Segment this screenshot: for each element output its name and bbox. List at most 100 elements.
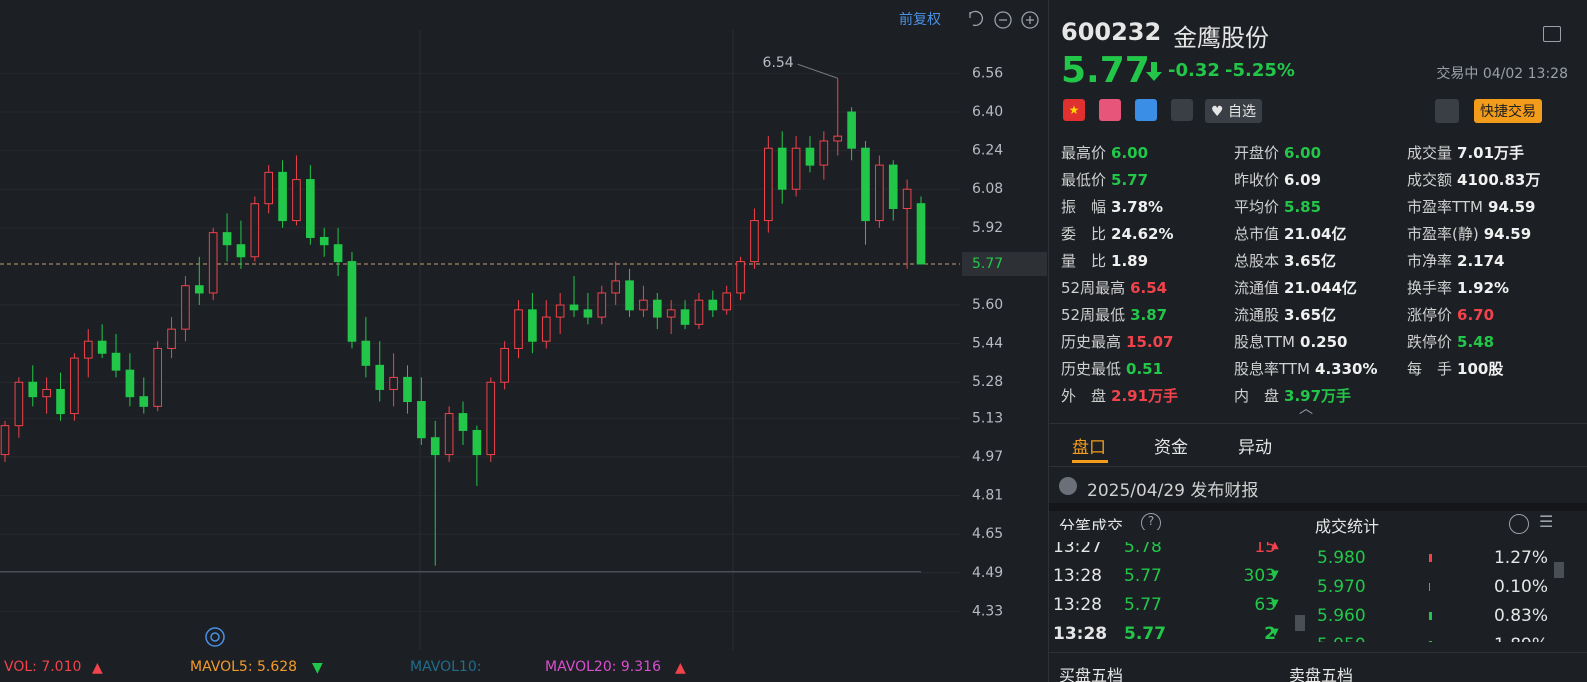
candle-body bbox=[833, 135, 843, 142]
stat-row: 成交量 7.01万手 bbox=[1407, 142, 1524, 163]
stat-label: 总市值 bbox=[1234, 225, 1280, 243]
stat-value: 4100.83万 bbox=[1457, 171, 1541, 189]
candle-body bbox=[639, 299, 648, 311]
layout-icon[interactable] bbox=[1543, 26, 1561, 42]
max-leader bbox=[797, 63, 838, 79]
stat-row: 平均价 5.85 bbox=[1234, 196, 1321, 217]
event-icon[interactable] bbox=[205, 627, 225, 647]
candle-body bbox=[417, 401, 426, 439]
stat-bar bbox=[1429, 583, 1430, 591]
trade-arrow: ▼ bbox=[1271, 627, 1279, 638]
y-tick-label: 4.65 bbox=[972, 526, 1003, 542]
y-tick-label: 6.40 bbox=[972, 104, 1003, 120]
candle-body bbox=[264, 171, 274, 205]
stat-row: 内 盘 3.97万手 bbox=[1234, 385, 1351, 406]
stat-value: 5.77 bbox=[1111, 171, 1149, 189]
status: 交易中 04/02 13:28 bbox=[1436, 66, 1568, 82]
chart-bg bbox=[0, 0, 1047, 682]
stat-label: 涨停价 bbox=[1407, 306, 1453, 324]
stat-value: 6.00 bbox=[1284, 144, 1322, 162]
candle-body bbox=[389, 376, 398, 390]
collapse[interactable]: ︿ bbox=[1299, 401, 1313, 417]
candle-body bbox=[70, 357, 79, 415]
stat-row: 外 盘 2.91万手 bbox=[1061, 385, 1178, 406]
stat-label: 换手率 bbox=[1407, 279, 1453, 297]
price: 5.77 bbox=[1061, 50, 1150, 91]
stat-value: 5.85 bbox=[1284, 198, 1322, 216]
candle-body bbox=[861, 147, 870, 222]
watch-text: 自选 bbox=[1228, 104, 1257, 120]
candle-body bbox=[819, 140, 829, 166]
stat-row: 最低价 5.77 bbox=[1061, 169, 1148, 190]
y-tick-label: 4.97 bbox=[972, 449, 1003, 465]
scrollbar bbox=[1554, 562, 1564, 578]
candle-body bbox=[500, 347, 509, 383]
notice[interactable]: 2025/04/29 发布财报 bbox=[1087, 481, 1259, 501]
watch-button[interactable]: ♥ 自选 bbox=[1205, 99, 1263, 123]
stat-row: 股息率TTM 4.330% bbox=[1234, 358, 1378, 379]
max-label: 6.54 bbox=[763, 55, 794, 71]
stat-label: 成交额 bbox=[1407, 171, 1453, 189]
tag-icon[interactable] bbox=[1135, 99, 1157, 121]
more-icon[interactable] bbox=[1509, 514, 1529, 534]
candle-body bbox=[347, 261, 357, 342]
adjust-label[interactable]: 前复权 bbox=[899, 11, 941, 28]
stat-row: 历史最高 15.07 bbox=[1061, 331, 1173, 352]
stat-value: 3.65亿 bbox=[1284, 252, 1337, 270]
y-tick-label: 5.13 bbox=[972, 410, 1003, 426]
stat-row: 开盘价 6.00 bbox=[1234, 142, 1321, 163]
flag-icon[interactable]: ★ bbox=[1063, 99, 1085, 121]
alert-icon[interactable] bbox=[1435, 99, 1459, 123]
stat-label: 市盈率(静) bbox=[1407, 225, 1479, 243]
note-icon[interactable] bbox=[1171, 99, 1193, 121]
candle-body bbox=[694, 299, 704, 325]
stat-label: 成交量 bbox=[1407, 144, 1453, 162]
stat-value: 94.59 bbox=[1488, 198, 1536, 216]
candle-body bbox=[916, 203, 926, 265]
candle-body bbox=[444, 413, 454, 456]
candle-body bbox=[250, 203, 260, 258]
stat-bar bbox=[1429, 554, 1432, 562]
trade-button[interactable]: 快捷交易 bbox=[1474, 99, 1542, 123]
event-icon-inner bbox=[210, 632, 220, 642]
stat-row: 振 幅 3.78% bbox=[1061, 196, 1163, 217]
stat-label: 委 比 bbox=[1061, 225, 1107, 243]
stat-label: 内 盘 bbox=[1234, 387, 1280, 405]
stat-value: 3.65亿 bbox=[1284, 306, 1337, 324]
clip bbox=[1049, 530, 1309, 542]
bid-title: 买盘五档 bbox=[1059, 666, 1124, 682]
candle-body bbox=[222, 232, 232, 246]
candle-body bbox=[42, 388, 51, 398]
list-icon[interactable]: ☰ bbox=[1539, 512, 1554, 531]
stat-label: 股息TTM bbox=[1234, 333, 1296, 351]
chart-tools[interactable] bbox=[969, 10, 1039, 29]
candle-body bbox=[708, 299, 718, 311]
candle-body bbox=[56, 388, 65, 415]
stat-value: 94.59 bbox=[1483, 225, 1532, 243]
clip bbox=[1309, 642, 1587, 652]
last-price-box bbox=[962, 252, 1047, 277]
candle-body bbox=[555, 304, 565, 318]
candle-body bbox=[652, 299, 662, 318]
stat-row: 总市值 21.04亿 bbox=[1234, 223, 1346, 244]
tab[interactable]: 资金 bbox=[1154, 438, 1188, 458]
candle-body bbox=[153, 347, 162, 407]
stat-label: 市盈率TTM bbox=[1407, 198, 1484, 216]
trade-arrow: ▼ bbox=[1271, 598, 1279, 609]
candle-body bbox=[805, 147, 815, 166]
stat-label: 52周最高 bbox=[1061, 279, 1126, 297]
candle-body bbox=[528, 309, 537, 342]
stat-value: 3.78% bbox=[1111, 198, 1164, 216]
candle-body bbox=[666, 309, 676, 318]
stat-row: 每 手 100股 bbox=[1407, 358, 1503, 379]
candle-body bbox=[139, 396, 149, 407]
tab[interactable]: 异动 bbox=[1238, 438, 1272, 458]
y-tick-label: 5.92 bbox=[972, 220, 1003, 236]
stat-row: 流通值 21.044亿 bbox=[1234, 277, 1357, 298]
candle-body bbox=[181, 285, 190, 330]
stat-value: 21.04亿 bbox=[1284, 225, 1347, 243]
y-tick-label: 4.81 bbox=[972, 488, 1003, 504]
tag-icon[interactable] bbox=[1099, 99, 1121, 121]
tab[interactable]: 盘口 bbox=[1072, 438, 1106, 458]
